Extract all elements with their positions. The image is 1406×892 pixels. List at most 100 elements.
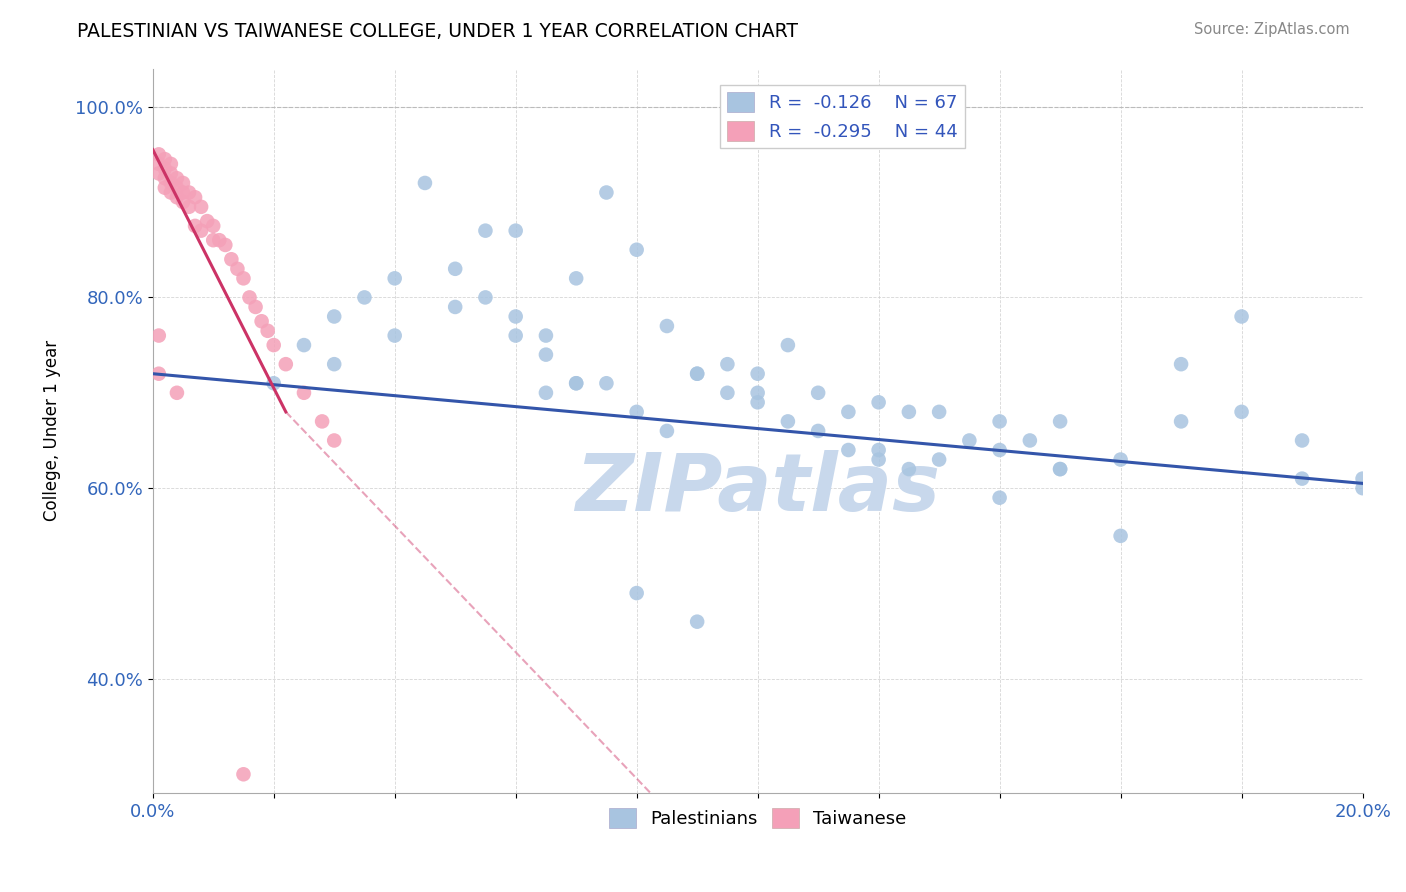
Point: [534, 385, 557, 400]
Point: [153, 171, 176, 186]
Point: [238, 290, 260, 304]
Point: [148, 147, 170, 161]
Point: [595, 376, 617, 391]
Point: [928, 452, 950, 467]
Point: [292, 338, 315, 352]
Point: [153, 161, 176, 176]
Point: [208, 233, 231, 247]
Point: [1351, 472, 1374, 486]
Point: [868, 395, 890, 409]
Point: [928, 405, 950, 419]
Point: [505, 224, 527, 238]
Point: [232, 271, 254, 285]
Point: [686, 367, 709, 381]
Point: [274, 357, 297, 371]
Point: [1291, 472, 1313, 486]
Point: [323, 357, 346, 371]
Point: [292, 385, 315, 400]
Point: [226, 261, 249, 276]
Point: [868, 442, 890, 457]
Point: [565, 271, 588, 285]
Point: [716, 385, 738, 400]
Point: [534, 328, 557, 343]
Point: [686, 367, 709, 381]
Point: [153, 180, 176, 194]
Point: [565, 376, 588, 391]
Point: [716, 357, 738, 371]
Text: ZIPatlas: ZIPatlas: [575, 450, 941, 528]
Point: [202, 219, 225, 233]
Point: [807, 385, 830, 400]
Point: [897, 462, 920, 476]
Point: [195, 214, 218, 228]
Point: [776, 338, 799, 352]
Point: [837, 442, 859, 457]
Point: [655, 424, 678, 438]
Point: [214, 238, 236, 252]
Point: [172, 186, 194, 200]
Point: [988, 414, 1011, 428]
Point: [1109, 529, 1132, 543]
Point: [153, 152, 176, 166]
Point: [1049, 462, 1071, 476]
Point: [988, 491, 1011, 505]
Point: [686, 615, 709, 629]
Point: [837, 405, 859, 419]
Point: [172, 176, 194, 190]
Point: [177, 186, 200, 200]
Point: [1109, 452, 1132, 467]
Point: [148, 328, 170, 343]
Point: [323, 434, 346, 448]
Point: [353, 290, 375, 304]
Point: [505, 328, 527, 343]
Point: [626, 586, 648, 600]
Point: [474, 290, 496, 304]
Point: [505, 310, 527, 324]
Point: [166, 385, 188, 400]
Point: [160, 176, 183, 190]
Point: [868, 452, 890, 467]
Point: [747, 367, 769, 381]
Point: [148, 157, 170, 171]
Point: [444, 300, 467, 314]
Point: [595, 186, 617, 200]
Point: [160, 186, 183, 200]
Point: [384, 328, 406, 343]
Point: [1170, 357, 1192, 371]
Point: [565, 376, 588, 391]
Point: [1351, 481, 1374, 495]
Point: [747, 395, 769, 409]
Point: [1170, 414, 1192, 428]
Point: [413, 176, 436, 190]
Point: [263, 376, 285, 391]
Point: [444, 261, 467, 276]
Point: [384, 271, 406, 285]
Point: [1230, 405, 1253, 419]
Point: [957, 434, 980, 448]
Point: [1230, 310, 1253, 324]
Point: [221, 252, 243, 267]
Point: [323, 310, 346, 324]
Point: [148, 166, 170, 180]
Point: [245, 300, 267, 314]
Point: [184, 190, 207, 204]
Point: [177, 200, 200, 214]
Point: [172, 195, 194, 210]
Point: [897, 405, 920, 419]
Point: [160, 157, 183, 171]
Point: [256, 324, 278, 338]
Point: [184, 219, 207, 233]
Point: [776, 414, 799, 428]
Point: [626, 405, 648, 419]
Point: [250, 314, 273, 328]
Point: [148, 367, 170, 381]
Legend: Palestinians, Taiwanese: Palestinians, Taiwanese: [602, 801, 914, 835]
Point: [202, 233, 225, 247]
Point: [534, 348, 557, 362]
Point: [655, 318, 678, 333]
Text: Source: ZipAtlas.com: Source: ZipAtlas.com: [1194, 22, 1350, 37]
Point: [166, 180, 188, 194]
Point: [232, 767, 254, 781]
Point: [626, 243, 648, 257]
Point: [166, 190, 188, 204]
